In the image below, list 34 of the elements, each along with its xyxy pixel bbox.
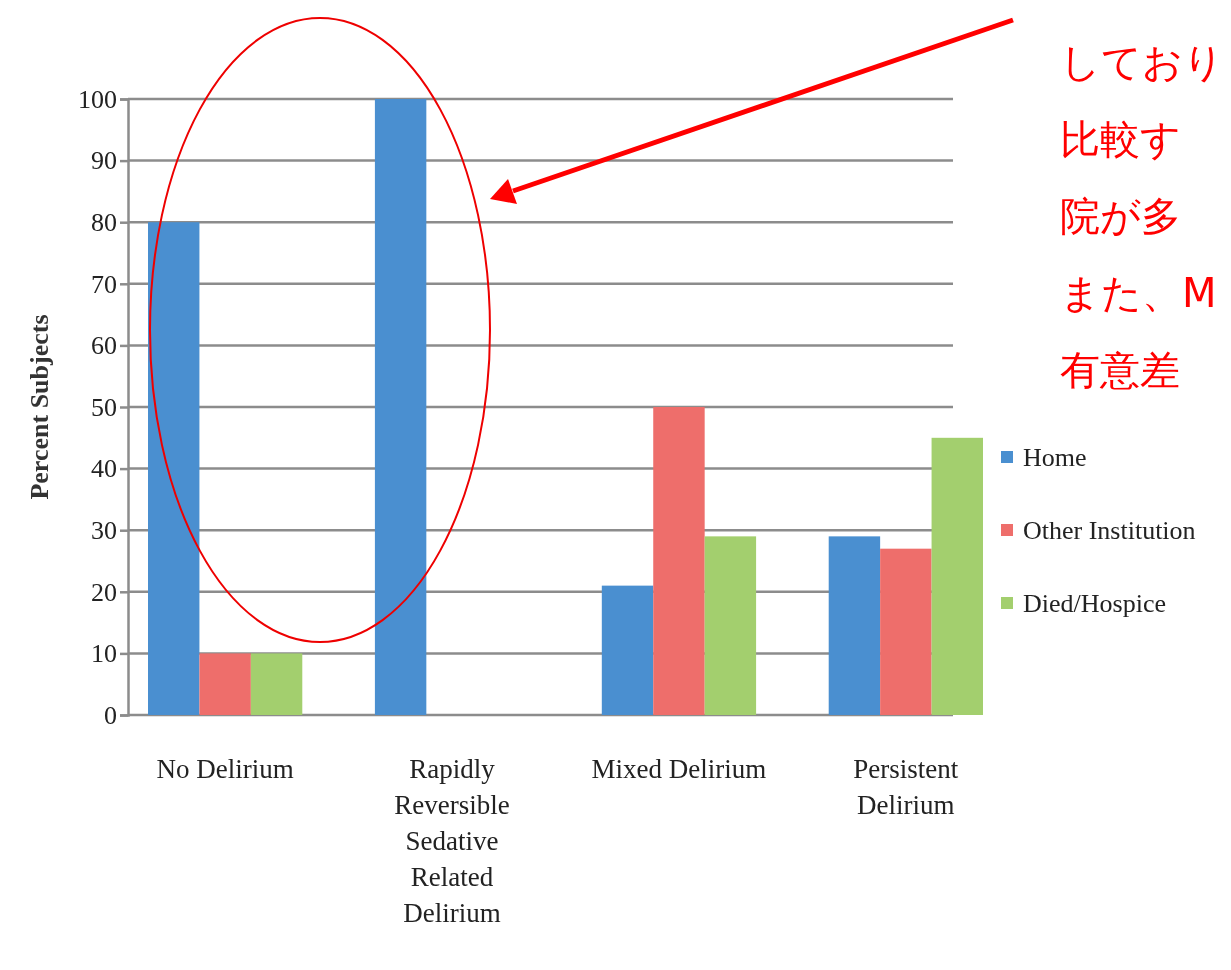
y-tick-label: 20 <box>91 577 117 607</box>
text: 比較す <box>1060 116 1181 162</box>
bar <box>880 548 932 715</box>
y-tick-label: 70 <box>91 269 117 299</box>
x-tick-label: Mixed Delirium <box>591 754 767 784</box>
legend-label: Died/Hospice <box>1023 589 1166 618</box>
y-axis-title: Percent Subjects <box>25 314 54 500</box>
bar <box>601 585 654 715</box>
y-tick-label: 0 <box>104 700 117 730</box>
text: また、M <box>1060 270 1217 316</box>
bar <box>250 653 303 715</box>
y-tick-label: 90 <box>91 146 117 176</box>
legend-label: Home <box>1023 443 1087 472</box>
x-tick-label: Persistent Delirium <box>853 754 959 820</box>
text: 有意差 <box>1060 347 1180 393</box>
bar <box>199 653 251 715</box>
bar <box>828 536 881 715</box>
text: しており <box>1060 39 1224 85</box>
y-tick-label: 40 <box>91 454 117 484</box>
y-tick-label: 100 <box>78 84 117 114</box>
x-tick-label: Rapidly Reversible Sedative Related Delirium <box>394 754 510 928</box>
bar <box>374 99 427 715</box>
legend-label: Other Institution <box>1023 516 1196 545</box>
y-tick-label: 10 <box>91 639 117 669</box>
y-tick-label: 30 <box>91 516 117 546</box>
y-tick-label: 80 <box>91 208 117 238</box>
text: 院が多 <box>1060 193 1181 239</box>
bar <box>704 536 757 715</box>
y-tick-label: 50 <box>91 392 117 422</box>
bar <box>931 437 983 715</box>
x-tick-label: No Delirium <box>156 754 294 784</box>
y-tick-label: 60 <box>91 331 117 361</box>
bar <box>653 407 705 715</box>
bar <box>148 222 200 715</box>
